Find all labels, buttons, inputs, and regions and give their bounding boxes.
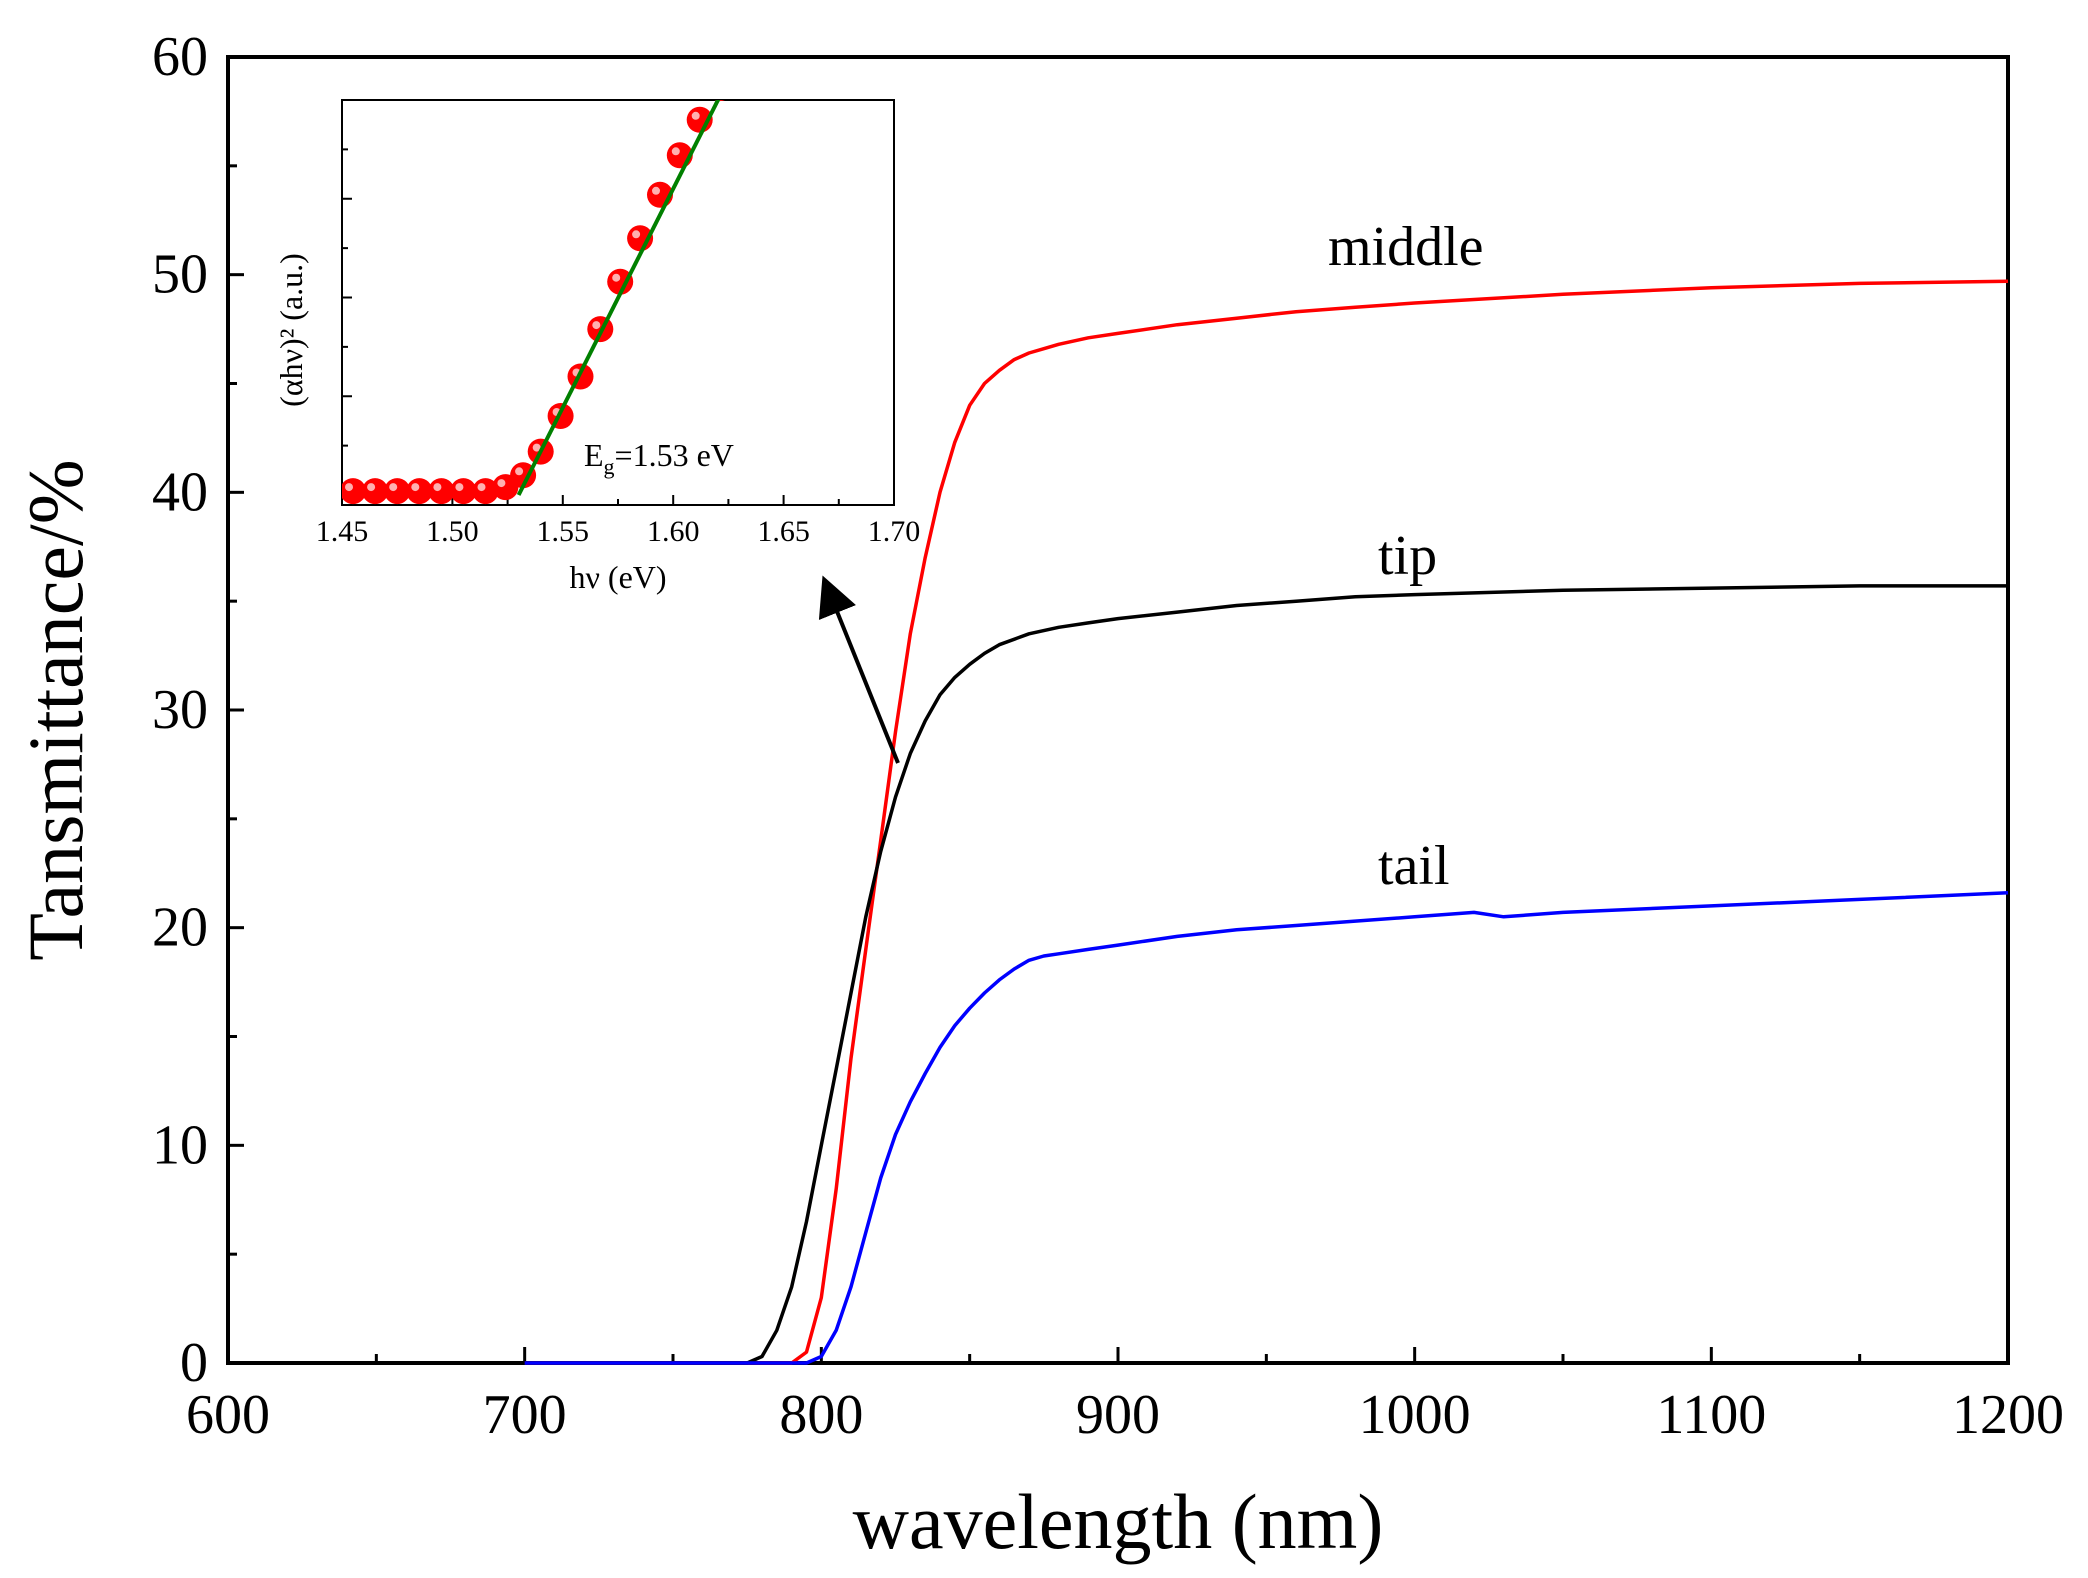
inset-data-point-highlight bbox=[411, 483, 420, 492]
inset-data-point-highlight bbox=[691, 111, 700, 120]
inset-data-point-highlight bbox=[515, 467, 524, 476]
inset-ticks: 1.45 1.50 1.55 1.60 1.65 1.70 bbox=[316, 99, 921, 548]
inset-data-point-highlight bbox=[652, 186, 660, 195]
main-series bbox=[524, 279, 2009, 1365]
series-line-middle bbox=[524, 279, 2009, 1365]
y-tick-label: 0 bbox=[180, 1332, 208, 1394]
series-label-tail: tail bbox=[1378, 835, 1450, 897]
x-axis-title: wavelength (nm) bbox=[853, 1478, 1384, 1565]
inset-data-point-highlight bbox=[592, 321, 601, 330]
inset-data-point-highlight bbox=[367, 483, 376, 492]
inset-data-point bbox=[714, 100, 725, 102]
inset-x-tick-label: 1.55 bbox=[537, 515, 590, 548]
inset-x-axis-title: hν (eV) bbox=[569, 559, 666, 595]
x-tick-label: 900 bbox=[1076, 1384, 1160, 1446]
inset-x-tick-label: 1.70 bbox=[868, 515, 921, 548]
x-tick-label: 700 bbox=[483, 1384, 567, 1446]
inset-data-point-highlight bbox=[497, 479, 506, 488]
inset-pointer-arrow bbox=[818, 575, 900, 764]
inset-data-point-highlight bbox=[671, 147, 680, 156]
y-tick-label: 40 bbox=[152, 461, 208, 523]
inset-data-point-highlight bbox=[389, 483, 398, 492]
x-tick-label: 800 bbox=[779, 1384, 863, 1446]
y-tick-label: 30 bbox=[152, 679, 208, 741]
inset-series bbox=[342, 80, 725, 505]
inset-data-point-highlight bbox=[632, 230, 641, 239]
series-line-tip bbox=[524, 584, 2008, 1365]
bandgap-value: =1.53 eV bbox=[615, 437, 734, 473]
inset-data-point-highlight bbox=[532, 443, 541, 452]
series-label-tip: tip bbox=[1378, 525, 1437, 587]
x-tick-label: 1100 bbox=[1656, 1384, 1766, 1446]
inset-x-tick-label: 1.65 bbox=[757, 515, 810, 548]
y-tick-label: 50 bbox=[152, 244, 208, 306]
inset-data-point-highlight bbox=[612, 273, 621, 282]
inset-x-tick-label: 1.60 bbox=[647, 515, 700, 548]
x-tick-label: 1200 bbox=[1952, 1384, 2064, 1446]
inset-y-axis-title: (αhν)² (a.u.) bbox=[273, 253, 309, 407]
series-line-tail bbox=[524, 891, 2009, 1365]
inset-data-point-highlight bbox=[712, 80, 720, 88]
y-axis-title: Tansmittance/% bbox=[12, 459, 99, 960]
inset-data-point-highlight bbox=[345, 483, 353, 492]
bandgap-annotation: Eg=1.53 eV bbox=[584, 437, 734, 479]
y-tick-label: 10 bbox=[152, 1114, 208, 1176]
inset-x-tick-label: 1.45 bbox=[316, 515, 369, 548]
inset-data-point-highlight bbox=[477, 483, 486, 492]
inset-data-point-highlight bbox=[455, 483, 464, 492]
x-tick-label: 600 bbox=[186, 1384, 270, 1446]
y-tick-label: 20 bbox=[152, 897, 208, 959]
bandgap-symbol: E bbox=[584, 437, 604, 473]
inset-x-tick-label: 1.50 bbox=[426, 515, 479, 548]
bandgap-subscript: g bbox=[604, 454, 615, 479]
y-tick-label: 60 bbox=[152, 26, 208, 88]
x-tick-label: 1000 bbox=[1359, 1384, 1471, 1446]
inset-fit-line bbox=[516, 100, 721, 496]
inset-data-point-highlight bbox=[433, 483, 442, 492]
main-ticks: 600 700 800 900 1000 1100 1200 0 10 20 30 40 50 60 bbox=[152, 26, 2064, 1446]
series-label-middle: middle bbox=[1328, 216, 1484, 278]
